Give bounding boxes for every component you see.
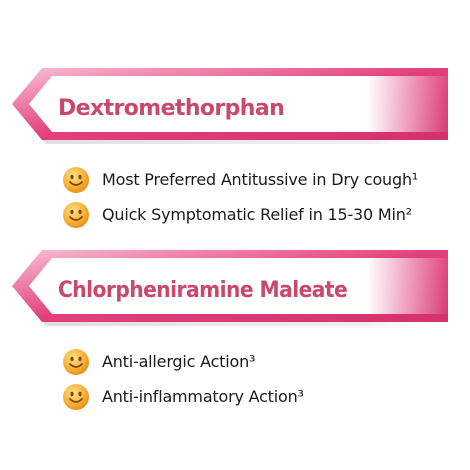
banner-shape <box>12 68 452 144</box>
bullet-list: Most Preferred Antitussive in Dry cough¹… <box>62 162 418 232</box>
list-item: Most Preferred Antitussive in Dry cough¹ <box>62 162 418 197</box>
bullet-list: Anti-allergic Action³ Anti-inflammatory … <box>62 344 304 414</box>
banner-shape <box>12 250 452 326</box>
section-banner: Dextromethorphan <box>12 66 462 150</box>
list-item-text: Anti-allergic Action³ <box>102 352 256 371</box>
list-item-text: Most Preferred Antitussive in Dry cough¹ <box>102 170 419 189</box>
smiley-icon <box>63 383 89 410</box>
list-item-text: Quick Symptomatic Relief in 15-30 Min² <box>102 205 412 224</box>
section-title: Chlorpheniramine Maleate <box>58 277 348 303</box>
smiley-icon <box>63 348 89 375</box>
section-banner: Chlorpheniramine Maleate <box>12 248 462 332</box>
list-item: Anti-inflammatory Action³ <box>62 379 304 414</box>
list-item: Anti-allergic Action³ <box>62 344 304 379</box>
list-item: Quick Symptomatic Relief in 15-30 Min² <box>62 197 418 232</box>
smiley-icon <box>63 166 89 193</box>
list-item-text: Anti-inflammatory Action³ <box>102 387 304 406</box>
smiley-icon <box>63 201 89 228</box>
section-title: Dextromethorphan <box>58 95 285 121</box>
